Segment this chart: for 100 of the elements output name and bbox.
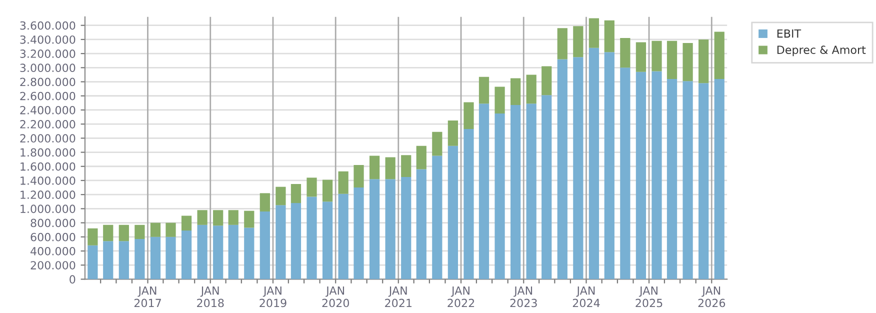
- bar: [354, 188, 364, 280]
- bar: [276, 186, 286, 206]
- y-tick-label: 2.600.000: [20, 92, 76, 100]
- bar: [166, 222, 176, 237]
- bar: [150, 222, 161, 237]
- bar: [369, 179, 380, 280]
- x-tick-label: JAN 2023: [510, 286, 537, 308]
- y-tick-label: 800.000: [30, 218, 76, 228]
- bar: [620, 38, 630, 68]
- bar: [542, 66, 552, 96]
- bar: [103, 241, 114, 280]
- bar: [260, 193, 270, 212]
- bar: [464, 102, 474, 130]
- y-tick-label: 1.800.000: [20, 148, 76, 157]
- x-tick-label: JAN 2024: [572, 286, 600, 308]
- bar: [494, 86, 505, 114]
- x-tick-label: JAN 2021: [385, 286, 412, 308]
- x-tick-label: JAN 2018: [197, 286, 224, 308]
- bar: [510, 105, 521, 280]
- y-tick-label: 600.000: [30, 232, 76, 242]
- bar: [588, 18, 600, 48]
- bar: [666, 78, 678, 280]
- bar: [604, 20, 614, 52]
- bar: [588, 48, 600, 280]
- bar: [573, 26, 584, 58]
- bar: [322, 180, 333, 202]
- bar: [432, 132, 442, 156]
- bar: [542, 95, 552, 280]
- y-tick-label: 3.000.000: [20, 64, 76, 72]
- bar: [88, 228, 98, 246]
- bar: [181, 230, 192, 280]
- y-tick-label: 1.200.000: [20, 190, 76, 199]
- y-tick-label: 2.400.000: [20, 106, 76, 114]
- bar: [666, 40, 678, 79]
- bar: [134, 224, 145, 240]
- y-tick-label: 2.000.000: [20, 134, 76, 143]
- legend-label: EBIT: [777, 29, 802, 38]
- y-tick-label: 1.000.000: [20, 204, 76, 214]
- bar: [166, 236, 176, 280]
- bar: [197, 210, 208, 225]
- y-tick-label: 3.600.000: [20, 21, 76, 30]
- bar: [636, 42, 646, 72]
- legend-label: Deprec & Amort: [777, 46, 866, 56]
- bar: [416, 169, 426, 280]
- x-tick-label: JAN 2022: [448, 286, 474, 308]
- bar: [432, 156, 442, 280]
- bar: [213, 210, 224, 226]
- bar: [464, 129, 474, 280]
- y-tick-label: 1.600.000: [20, 162, 76, 171]
- bar: [416, 146, 426, 170]
- bar: [385, 179, 396, 280]
- bar: [228, 210, 238, 225]
- bar: [526, 74, 536, 104]
- y-tick-label: 3.400.000: [20, 35, 76, 44]
- bar: [448, 120, 458, 146]
- bar: [213, 226, 224, 280]
- bar: [652, 40, 662, 72]
- bar: [290, 203, 302, 280]
- bar: [103, 224, 114, 242]
- bar: [88, 245, 98, 280]
- bar: [401, 176, 412, 280]
- bar: [698, 39, 709, 84]
- bar: [322, 202, 333, 280]
- bar: [604, 52, 614, 280]
- bar: [338, 194, 348, 280]
- bar: [197, 224, 208, 280]
- bar: [385, 157, 396, 180]
- bar: [478, 104, 490, 280]
- bar: [228, 224, 238, 280]
- x-tick-label: JAN 2017: [134, 286, 161, 308]
- bar: [478, 76, 490, 104]
- bar: [150, 236, 161, 280]
- bar: [494, 114, 505, 280]
- bar: [306, 178, 317, 197]
- bar: [636, 72, 646, 280]
- bar: [354, 164, 364, 188]
- bar: [557, 28, 568, 60]
- bar: [306, 196, 317, 280]
- bar: [714, 32, 724, 79]
- bar: [557, 59, 568, 280]
- x-tick-label: JAN 2025: [636, 286, 662, 308]
- y-tick-label: 3.200.000: [20, 50, 76, 58]
- bar: [276, 205, 286, 280]
- bar: [682, 81, 693, 280]
- bar: [698, 83, 709, 280]
- bar: [510, 78, 521, 106]
- bar: [134, 239, 145, 280]
- bar: [573, 57, 584, 280]
- bar: [290, 184, 302, 204]
- bar: [652, 71, 662, 280]
- bar: [369, 156, 380, 180]
- bar: [682, 42, 693, 82]
- bar: [260, 212, 270, 280]
- x-tick-label: JAN 2019: [260, 286, 286, 308]
- y-tick-label: 2.800.000: [20, 78, 76, 86]
- bar: [714, 78, 724, 280]
- bar: [118, 241, 129, 280]
- bar: [244, 228, 254, 280]
- bar: [338, 171, 348, 194]
- bar: [118, 224, 129, 242]
